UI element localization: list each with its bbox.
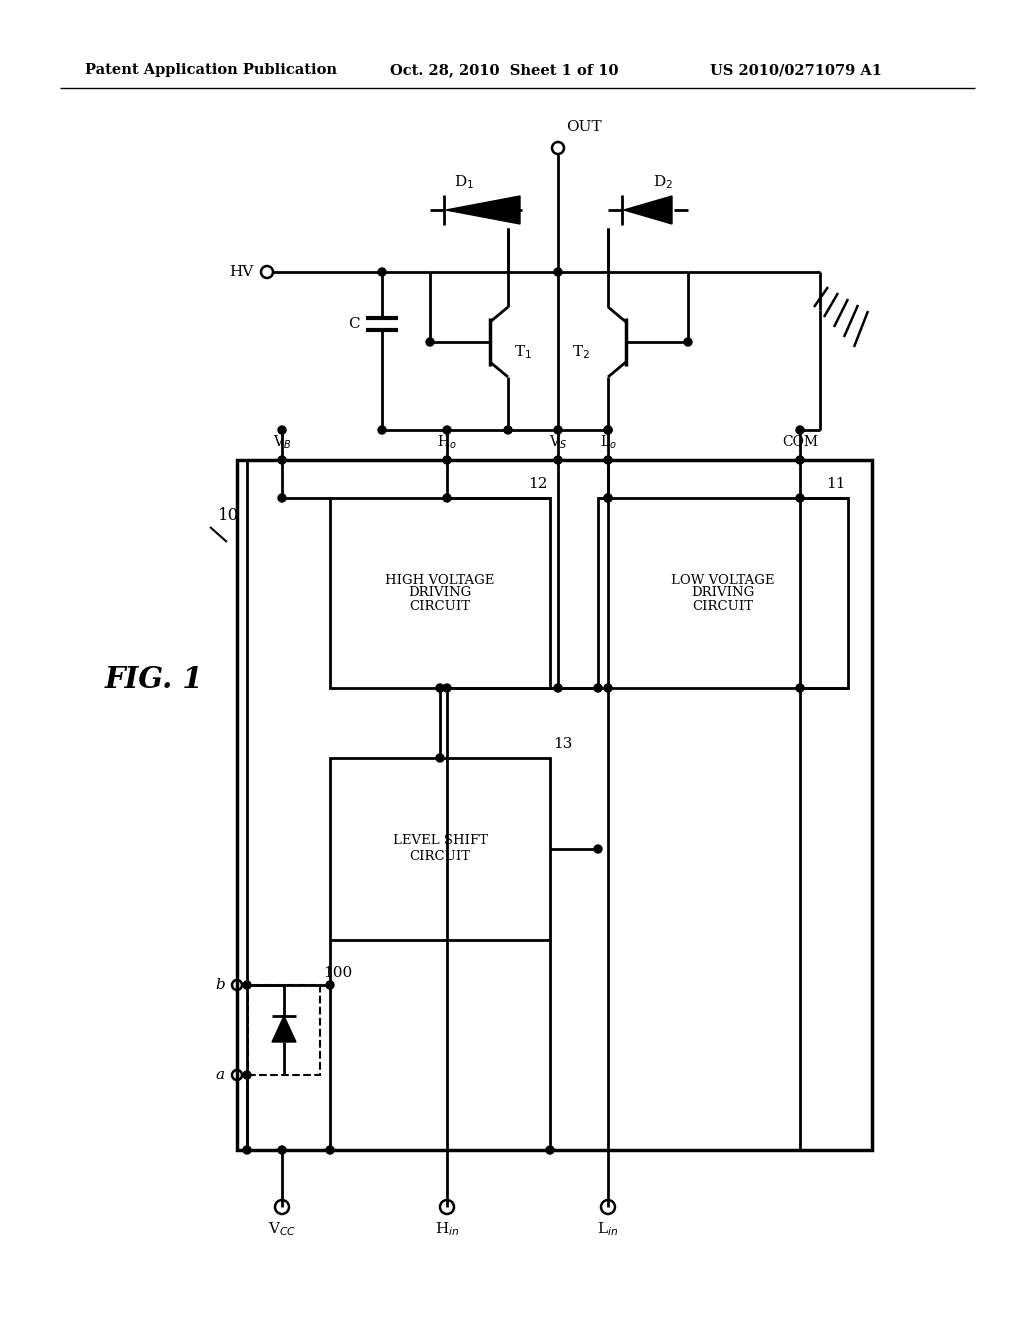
Circle shape (684, 338, 692, 346)
Circle shape (326, 1146, 334, 1154)
Circle shape (796, 684, 804, 692)
Bar (598, 498, 848, 688)
Text: C: C (348, 317, 360, 331)
Circle shape (594, 845, 602, 853)
Circle shape (554, 455, 562, 465)
Circle shape (378, 426, 386, 434)
Circle shape (436, 684, 444, 692)
Circle shape (604, 494, 612, 502)
Polygon shape (272, 1016, 296, 1041)
Circle shape (326, 981, 334, 989)
Text: COM: COM (782, 436, 818, 449)
Text: CIRCUIT: CIRCUIT (410, 599, 470, 612)
Text: T$_2$: T$_2$ (572, 343, 590, 360)
Circle shape (554, 684, 562, 692)
Circle shape (243, 1146, 251, 1154)
Text: CIRCUIT: CIRCUIT (410, 850, 470, 863)
Text: H$_o$: H$_o$ (437, 433, 457, 450)
Text: V$_B$: V$_B$ (272, 433, 291, 450)
Circle shape (243, 1071, 251, 1078)
Text: H$_{in}$: H$_{in}$ (435, 1220, 459, 1238)
Circle shape (604, 494, 612, 502)
Circle shape (436, 754, 444, 762)
Circle shape (443, 684, 451, 692)
Circle shape (243, 981, 251, 989)
Text: FIG. 1: FIG. 1 (105, 665, 204, 694)
Text: T$_1$: T$_1$ (514, 343, 532, 360)
Text: L$_{in}$: L$_{in}$ (597, 1220, 618, 1238)
Circle shape (594, 684, 602, 692)
Text: 13: 13 (553, 737, 572, 751)
Text: V$_S$: V$_S$ (549, 433, 567, 450)
Text: OUT: OUT (566, 120, 602, 135)
Circle shape (504, 426, 512, 434)
Polygon shape (446, 195, 520, 224)
Text: D$_1$: D$_1$ (454, 173, 474, 191)
Text: b: b (215, 978, 225, 993)
Text: DRIVING: DRIVING (691, 586, 755, 599)
Text: Oct. 28, 2010  Sheet 1 of 10: Oct. 28, 2010 Sheet 1 of 10 (390, 63, 618, 77)
Circle shape (443, 494, 451, 502)
Circle shape (278, 426, 286, 434)
Text: CIRCUIT: CIRCUIT (692, 599, 754, 612)
Circle shape (443, 426, 451, 434)
Circle shape (278, 1146, 286, 1154)
Circle shape (554, 268, 562, 276)
Circle shape (554, 426, 562, 434)
Polygon shape (624, 195, 672, 224)
Circle shape (796, 455, 804, 465)
Text: LEVEL SHIFT: LEVEL SHIFT (392, 834, 487, 847)
Circle shape (546, 1146, 554, 1154)
Text: LOW VOLTAGE: LOW VOLTAGE (672, 574, 775, 587)
Circle shape (426, 338, 434, 346)
Text: 10: 10 (218, 507, 240, 524)
Text: 12: 12 (528, 477, 548, 491)
Text: 11: 11 (826, 477, 846, 491)
Circle shape (604, 684, 612, 692)
Circle shape (278, 455, 286, 465)
Bar (330, 758, 550, 940)
Text: a: a (216, 1068, 225, 1082)
Text: Patent Application Publication: Patent Application Publication (85, 63, 337, 77)
Text: HIGH VOLTAGE: HIGH VOLTAGE (385, 574, 495, 587)
Circle shape (443, 455, 451, 465)
Text: DRIVING: DRIVING (409, 586, 472, 599)
Circle shape (378, 268, 386, 276)
Circle shape (278, 494, 286, 502)
Circle shape (604, 426, 612, 434)
Circle shape (796, 426, 804, 434)
Text: US 2010/0271079 A1: US 2010/0271079 A1 (710, 63, 882, 77)
Text: 100: 100 (323, 966, 352, 979)
Text: HV: HV (228, 265, 253, 279)
Circle shape (796, 494, 804, 502)
Bar (237, 459, 872, 1150)
Text: L$_o$: L$_o$ (600, 433, 616, 450)
Bar (330, 498, 550, 688)
Circle shape (604, 455, 612, 465)
Circle shape (604, 426, 612, 434)
Bar (248, 985, 319, 1074)
Text: D$_2$: D$_2$ (653, 173, 673, 191)
Text: V$_{CC}$: V$_{CC}$ (268, 1220, 296, 1238)
